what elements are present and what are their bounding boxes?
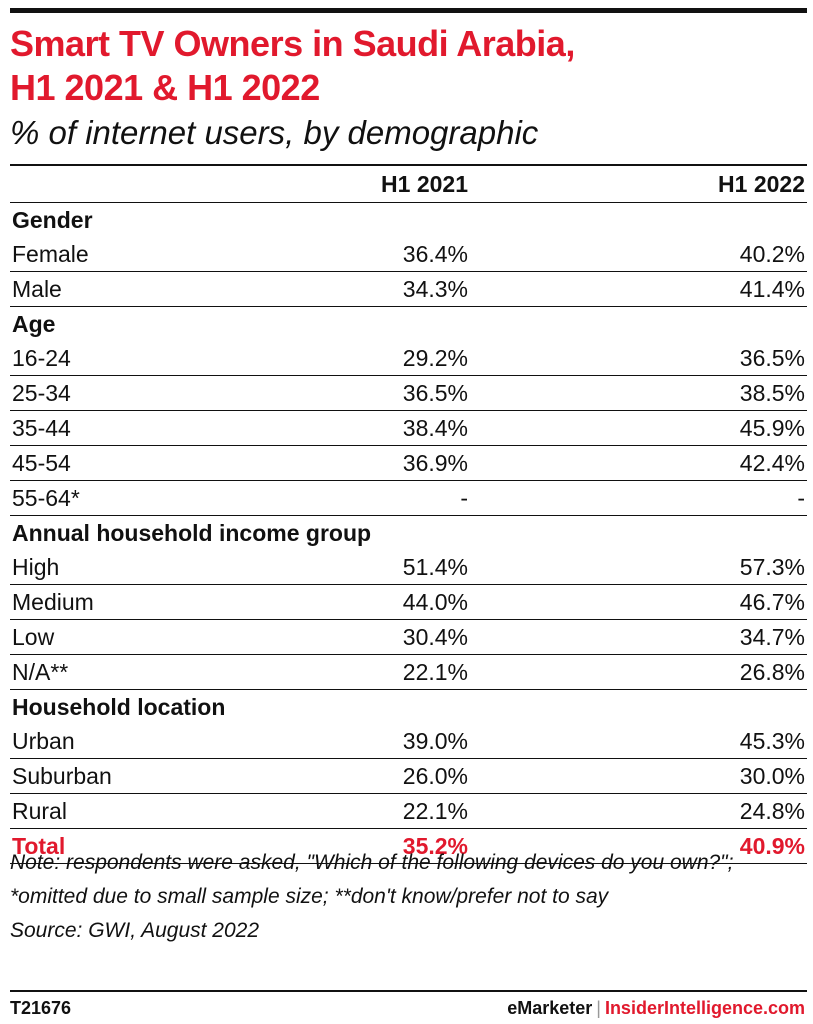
row-label: 35-44 [10, 410, 280, 446]
row-label: Rural [10, 793, 280, 829]
table-row: Low 30.4% 34.7% [10, 619, 807, 655]
value-h1-2022: 34.7% [470, 619, 807, 655]
brand-emarketer: eMarketer [507, 998, 593, 1018]
row-label: Low [10, 619, 280, 655]
chart-id: T21676 [10, 998, 72, 1018]
table-row: Urban 39.0% 45.3% [10, 724, 807, 759]
value-h1-2022: 41.4% [470, 271, 807, 307]
row-label: Female [10, 237, 280, 272]
table-row: 55-64* - - [10, 480, 807, 516]
total-label: Total [10, 828, 280, 864]
value-h1-2022: 40.2% [470, 237, 807, 272]
value-h1-2022: 30.0% [470, 758, 807, 794]
table-row: N/A** 22.1% 26.8% [10, 654, 807, 690]
row-label: 25-34 [10, 375, 280, 411]
value-h1-2022: 45.9% [470, 410, 807, 446]
value-h1-2021: 36.5% [280, 375, 470, 411]
value-h1-2022: - [470, 480, 807, 516]
group-label: Household location [12, 693, 226, 720]
group-row: Age [10, 307, 807, 342]
footer-rule [10, 990, 807, 992]
value-h1-2022: 57.3% [470, 550, 807, 585]
table-row: Male 34.3% 41.4% [10, 271, 807, 307]
value-h1-2022: 46.7% [470, 584, 807, 620]
column-header-row: H1 2021 H1 2022 [10, 166, 807, 203]
column-header-h1-2021: H1 2021 [381, 170, 468, 197]
table-row: Female 36.4% 40.2% [10, 237, 807, 272]
row-label: Male [10, 271, 280, 307]
value-h1-2021: 51.4% [280, 550, 470, 585]
row-label: N/A** [10, 654, 280, 690]
row-label: Suburban [10, 758, 280, 794]
value-h1-2021: 22.1% [280, 654, 470, 690]
row-label: 45-54 [10, 445, 280, 481]
total-row: Total 35.2% 40.9% [10, 828, 807, 864]
value-h1-2022: 26.8% [470, 654, 807, 690]
row-label: High [10, 550, 280, 585]
value-h1-2022: 38.5% [470, 375, 807, 411]
value-h1-2021: 36.9% [280, 445, 470, 481]
row-label: 16-24 [10, 341, 280, 376]
total-h1-2021: 35.2% [280, 828, 470, 864]
row-label: Urban [10, 724, 280, 759]
value-h1-2022: 24.8% [470, 793, 807, 829]
value-h1-2021: 29.2% [280, 341, 470, 376]
row-label: 55-64* [10, 480, 280, 516]
table-row: Medium 44.0% 46.7% [10, 584, 807, 620]
brand-insider-intelligence: InsiderIntelligence.com [604, 998, 805, 1018]
chart-subtitle: % of internet users, by demographic [10, 114, 539, 151]
data-table: H1 2021 H1 2022 Gender Female 36.4% 40.2% Ma… [10, 166, 807, 864]
chart-title: Smart TV Owners in Saudi Arabia, H1 2021… [10, 22, 807, 110]
group-label: Annual household income group [12, 519, 372, 546]
value-h1-2021: 44.0% [280, 584, 470, 620]
total-h1-2022: 40.9% [470, 828, 807, 864]
source-text: Source: GWI, August 2022 [10, 919, 260, 942]
table-row: 45-54 36.9% 42.4% [10, 445, 807, 481]
value-h1-2021: 38.4% [280, 410, 470, 446]
title-line-1: Smart TV Owners in Saudi Arabia, [10, 23, 575, 64]
column-header-h1-2022: H1 2022 [718, 170, 805, 197]
group-row: Annual household income group [10, 516, 807, 551]
title-line-2: H1 2021 & H1 2022 [10, 67, 320, 108]
top-rule [10, 8, 807, 13]
value-h1-2021: 30.4% [280, 619, 470, 655]
value-h1-2021: 36.4% [280, 237, 470, 272]
table-row: High 51.4% 57.3% [10, 550, 807, 585]
value-h1-2021: 39.0% [280, 724, 470, 759]
brand-separator: | [596, 998, 601, 1018]
value-h1-2021: 22.1% [280, 793, 470, 829]
table-row: Rural 22.1% 24.8% [10, 793, 807, 829]
value-h1-2022: 36.5% [470, 341, 807, 376]
row-label: Medium [10, 584, 280, 620]
value-h1-2021: - [280, 480, 470, 516]
value-h1-2022: 45.3% [470, 724, 807, 759]
group-label: Gender [12, 206, 93, 233]
header-rule [10, 164, 807, 166]
group-row: Gender [10, 203, 807, 238]
value-h1-2021: 26.0% [280, 758, 470, 794]
table-row: Suburban 26.0% 30.0% [10, 758, 807, 794]
group-row: Household location [10, 690, 807, 725]
value-h1-2022: 42.4% [470, 445, 807, 481]
column-header-label [10, 166, 280, 203]
footnote: Note: respondents were asked, "Which of … [10, 846, 807, 948]
brand-logo: eMarketer | InsiderIntelligence.com [507, 998, 805, 1019]
table-row: 35-44 38.4% 45.9% [10, 410, 807, 446]
table-body: Gender Female 36.4% 40.2% Male 34.3% 41.4% Age 1… [10, 203, 807, 864]
table-row: 25-34 36.5% 38.5% [10, 375, 807, 411]
table-row: 16-24 29.2% 36.5% [10, 341, 807, 376]
note-text: Note: respondents were asked, "Which of … [10, 851, 734, 908]
group-label: Age [12, 310, 56, 337]
value-h1-2021: 34.3% [280, 271, 470, 307]
